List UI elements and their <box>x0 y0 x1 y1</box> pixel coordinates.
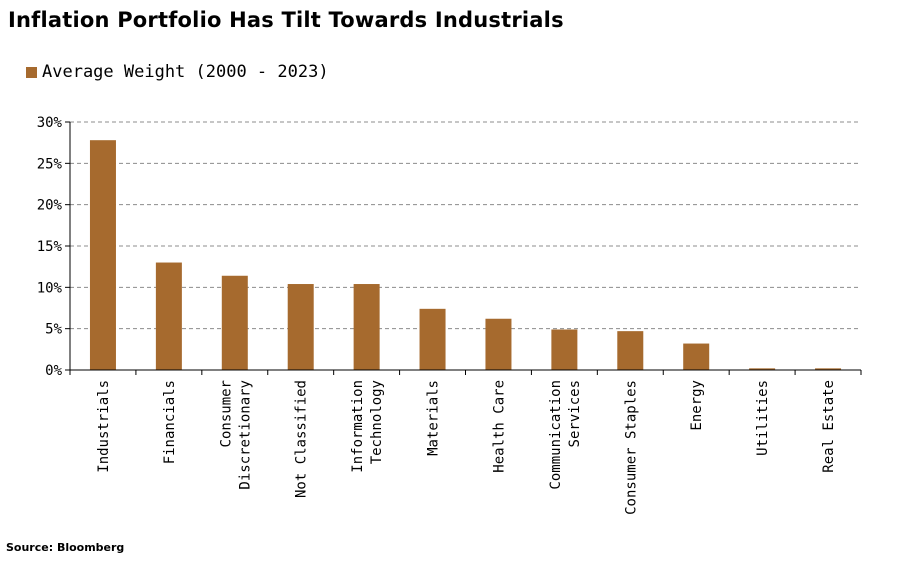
bar <box>551 329 578 370</box>
category-label: Utilities <box>755 380 771 456</box>
category-label: Health Care <box>491 380 507 473</box>
bar <box>419 308 446 370</box>
y-tick-label: 25% <box>37 156 63 172</box>
y-tick-label: 20% <box>37 198 63 214</box>
category-label: Technology <box>369 380 385 464</box>
bar <box>89 140 116 370</box>
category-label: Not Classified <box>294 380 310 498</box>
category-label: Industrials <box>96 380 112 473</box>
bar <box>353 284 380 370</box>
category-label: Consumer Staples <box>623 380 639 515</box>
y-tick-label: 5% <box>45 322 62 338</box>
category-label: Consumer <box>218 380 234 447</box>
category-label: Materials <box>426 380 442 456</box>
bar <box>815 368 842 370</box>
bar <box>287 284 314 370</box>
bar <box>749 368 776 370</box>
chart-title: Inflation Portfolio Has Tilt Towards Ind… <box>8 8 564 32</box>
category-label: Discretionary <box>237 380 253 490</box>
legend-label: Average Weight (2000 - 2023) <box>42 62 329 82</box>
bar <box>221 275 248 370</box>
category-label: Real Estate <box>821 380 837 473</box>
bar <box>683 343 710 370</box>
bar <box>617 331 644 370</box>
legend-swatch <box>26 66 37 78</box>
bar <box>155 262 182 370</box>
source-note: Source: Bloomberg <box>6 541 125 554</box>
category-label: Services <box>567 380 583 447</box>
bar-chart: 0% 5% 10% 15% 20% 25% 30% Industrials Financials… <box>37 115 862 515</box>
y-tick-label: 0% <box>45 363 62 379</box>
y-tick-label: 15% <box>37 239 63 255</box>
y-tick-label: 30% <box>37 115 63 131</box>
category-label: Energy <box>689 380 705 431</box>
category-label: Communication <box>548 380 564 490</box>
category-label: Financials <box>162 380 178 464</box>
category-label: Information <box>350 380 366 473</box>
legend: Average Weight (2000 - 2023) <box>26 62 329 82</box>
y-tick-label: 10% <box>37 280 63 296</box>
bar <box>485 318 512 370</box>
